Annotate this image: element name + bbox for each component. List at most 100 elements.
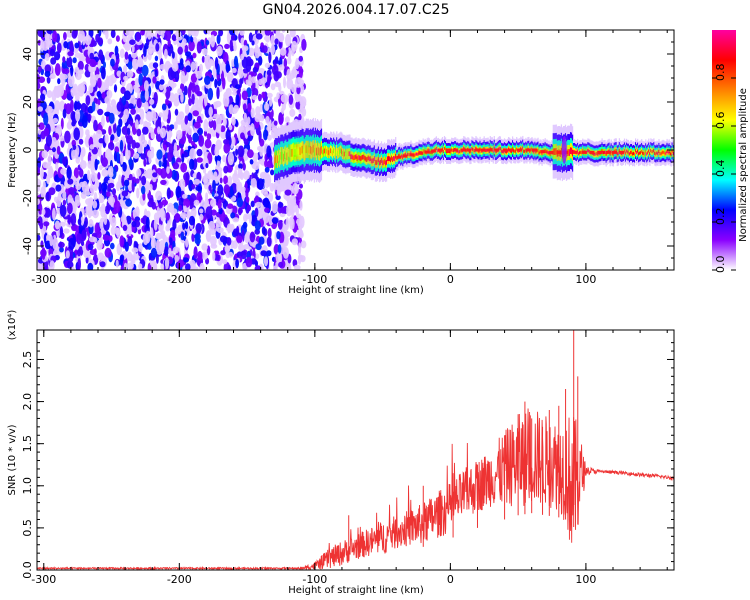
noise-speckle: [243, 112, 248, 126]
noise-speckle: [238, 163, 243, 170]
noise-speckle: [196, 157, 203, 163]
noise-speckle: [161, 103, 167, 111]
noise-speckle: [88, 219, 94, 228]
signal-cell: [572, 149, 574, 157]
noise-speckle: [236, 181, 240, 193]
signal-cell: [274, 157, 276, 165]
x-tick-label: 100: [575, 573, 596, 586]
noise-speckle: [240, 37, 245, 46]
noise-speckle: [206, 30, 211, 35]
signal-cell: [286, 152, 288, 161]
signal-cell: [382, 160, 385, 166]
noise-speckle: [121, 96, 127, 106]
noise-speckle: [143, 45, 147, 58]
signal-cell: [522, 146, 524, 150]
noise-speckle: [210, 198, 217, 207]
signal-cell: [643, 151, 645, 155]
signal-cell: [637, 149, 639, 153]
spectrogram-image: [37, 30, 674, 270]
noise-speckle: [62, 56, 66, 63]
signal-cell: [651, 150, 653, 154]
noise-speckle: [127, 223, 132, 237]
noise-speckle: [54, 220, 61, 230]
noise-speckle: [192, 132, 199, 143]
noise-speckle: [180, 92, 184, 103]
noise-speckle: [165, 86, 171, 100]
signal-cell: [653, 149, 655, 153]
noise-speckle: [137, 65, 143, 72]
noise-speckle: [185, 51, 192, 57]
signal-cell: [285, 150, 287, 158]
signal-cell: [319, 147, 322, 155]
signal-cell: [327, 150, 329, 156]
noise-speckle: [40, 167, 44, 179]
noise-speckle: [58, 135, 65, 142]
noise-speckle: [43, 127, 50, 137]
noise-speckle: [65, 103, 72, 115]
noise-speckle: [54, 63, 61, 76]
noise-speckle: [118, 174, 122, 187]
noise-speckle: [163, 144, 167, 151]
noise-speckle: [89, 58, 97, 68]
noise-speckle: [44, 70, 51, 78]
signal-cell: [633, 151, 635, 155]
noise-speckle: [168, 247, 172, 255]
noise-speckle: [196, 148, 203, 157]
noise-speckle: [273, 70, 280, 82]
noise-speckle: [204, 138, 212, 149]
noise-speckle: [270, 44, 275, 55]
noise-speckle: [77, 83, 84, 93]
noise-speckle: [108, 235, 113, 242]
noise-speckle: [97, 77, 102, 89]
noise-speckle: [264, 207, 270, 213]
noise-speckle: [141, 139, 148, 148]
signal-cell: [288, 149, 290, 157]
noise-speckle: [274, 81, 282, 88]
noise-speckle: [79, 56, 87, 62]
noise-speckle: [126, 135, 133, 145]
ridge-peak: [460, 148, 466, 152]
noise-speckle: [249, 159, 254, 165]
signal-cell: [445, 148, 447, 152]
signal-cell: [283, 153, 285, 162]
signal-cell: [333, 148, 335, 154]
noise-speckle: [202, 167, 207, 174]
noise-speckle: [74, 42, 80, 49]
noise-speckle: [76, 233, 82, 245]
noise-speckle: [240, 250, 247, 260]
signal-cell: [634, 152, 636, 156]
ridge-peak: [548, 150, 554, 154]
noise-speckle: [154, 127, 158, 135]
noise-speckle: [210, 34, 216, 48]
signal-cell: [423, 150, 425, 154]
noise-speckle: [129, 39, 136, 45]
noise-speckle: [167, 103, 171, 109]
x-tick-label: -200: [167, 273, 192, 286]
noise-speckle: [49, 234, 53, 247]
noise-speckle: [258, 56, 263, 66]
noise-speckle: [175, 114, 183, 125]
noise-speckle: [192, 229, 197, 235]
noise-speckle: [75, 183, 82, 191]
noise-speckle: [103, 61, 106, 69]
signal-cell: [345, 152, 347, 158]
noise-speckle: [190, 36, 194, 43]
noise-speckle: [192, 52, 197, 59]
noise-speckle: [105, 148, 112, 161]
noise-speckle: [147, 150, 152, 158]
signal-cell: [535, 150, 537, 154]
noise-speckle: [284, 189, 292, 196]
signal-cell: [498, 146, 500, 150]
noise-speckle: [147, 243, 152, 250]
noise-speckle: [298, 113, 302, 121]
signal-cell: [338, 150, 340, 155]
noise-speckle: [132, 58, 137, 69]
colorbar-ticks: 0.00.20.40.60.8: [712, 64, 736, 273]
noise-speckle: [98, 182, 102, 192]
noise-speckle: [40, 240, 44, 249]
noise-speckle: [55, 184, 62, 192]
noise-speckle: [113, 122, 117, 134]
noise-speckle: [298, 66, 303, 79]
signal-cell: [343, 151, 345, 157]
noise-speckle: [49, 73, 56, 79]
